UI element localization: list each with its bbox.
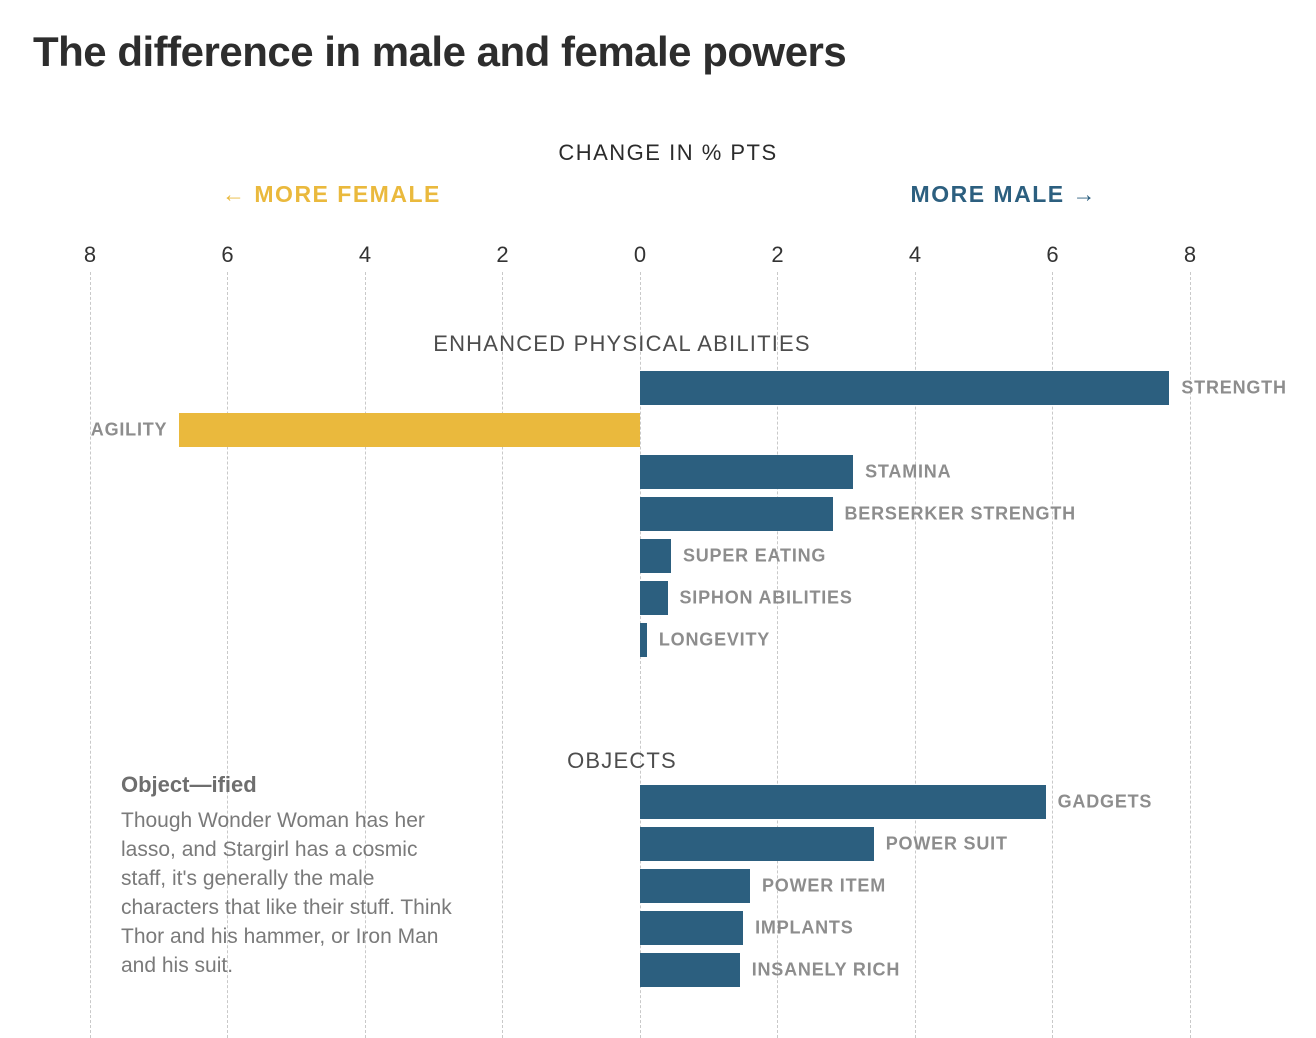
group-label: OBJECTS: [567, 748, 677, 773]
bar-label: POWER ITEM: [762, 875, 886, 896]
bar-label: AGILITY: [90, 419, 168, 440]
x-tick-label: 4: [908, 242, 922, 267]
bar: [640, 539, 671, 573]
x-tick-label: 2: [771, 242, 784, 267]
bar-label: IMPLANTS: [755, 917, 854, 938]
annotation-title: Object—ified: [121, 772, 257, 797]
bar: [640, 371, 1170, 405]
x-tick-label: 8: [1183, 242, 1197, 267]
gridline: [1052, 272, 1053, 1038]
more-male-direction-label: MORE MALE →: [910, 181, 1097, 207]
x-tick-label: 8: [83, 242, 97, 267]
x-tick-label: 6: [1046, 242, 1059, 267]
x-tick-label: 2: [496, 242, 509, 267]
gridline: [227, 272, 228, 1038]
bar-label: STRENGTH: [1181, 377, 1287, 398]
bar: [640, 623, 647, 657]
bar-label: SUPER EATING: [682, 545, 827, 566]
annotation: Object—ified Though Wonder Woman has her…: [121, 772, 466, 980]
more-female-direction-label: ← MORE FEMALE: [222, 181, 441, 207]
bar-label: SIPHON ABILITIES: [679, 587, 853, 608]
bar: [640, 497, 833, 531]
x-tick-label: 4: [358, 242, 372, 267]
bar-label: GADGETS: [1057, 791, 1153, 812]
bar: [640, 953, 740, 987]
bar-label: INSANELY RICH: [751, 959, 901, 980]
x-tick-label: 6: [221, 242, 234, 267]
axis-title: CHANGE IN % PTS: [558, 140, 778, 165]
bar-label: LONGEVITY: [658, 629, 771, 650]
gridline: [364, 272, 366, 1038]
bar: [179, 413, 640, 447]
group-label: ENHANCED PHYSICAL ABILITIES: [433, 331, 811, 356]
bar: [640, 455, 854, 489]
gridline: [1189, 272, 1191, 1038]
annotation-body: Though Wonder Woman has her lasso, and S…: [121, 809, 452, 977]
gridline: [502, 272, 503, 1038]
gridline: [914, 272, 916, 1038]
x-tick-label: 0: [633, 242, 647, 267]
bar: [640, 827, 874, 861]
bar-label: STAMINA: [865, 461, 952, 482]
page-title: The difference in male and female powers: [33, 28, 847, 75]
gridline: [777, 272, 778, 1038]
gridline: [89, 272, 91, 1038]
bar-label: POWER SUIT: [885, 833, 1008, 854]
bar: [640, 785, 1046, 819]
bar: [640, 911, 744, 945]
bar: [640, 581, 668, 615]
bar-label: BERSERKER STRENGTH: [844, 503, 1076, 524]
bar: [640, 869, 750, 903]
